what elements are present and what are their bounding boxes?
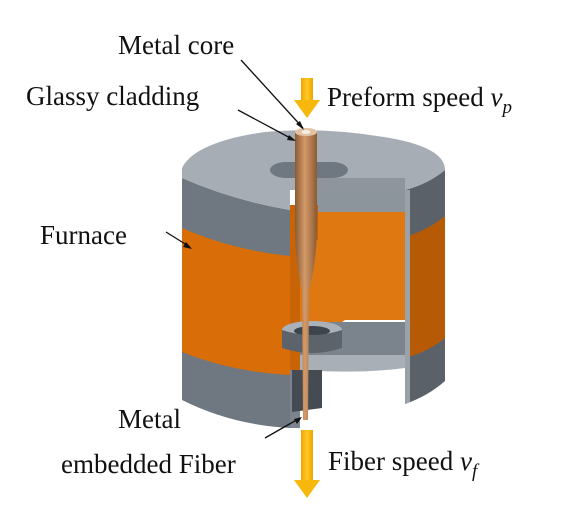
fiber-speed-label: Fiber speed vf xyxy=(328,446,480,482)
preform-speed-arrow xyxy=(294,78,320,118)
glassy-cladding-leader-arrowhead xyxy=(287,135,296,141)
furnace-left-side-orange-band xyxy=(182,226,290,375)
metal-core-leader xyxy=(240,59,304,129)
fiber-leader-arrowhead xyxy=(294,417,302,424)
cutaway-back-wall-orange xyxy=(300,205,405,327)
cutaway-right-wall xyxy=(405,190,410,404)
metal-core-leader-arrowhead xyxy=(296,121,304,130)
furnace-right-side-orange-band xyxy=(405,214,445,358)
fiber-leader xyxy=(264,417,301,439)
furnace-right-side-top-band xyxy=(405,170,445,237)
furnace-body xyxy=(182,130,445,428)
metal-core-dot xyxy=(301,130,311,134)
metal-core-label: Metal core xyxy=(118,30,234,60)
furnace-leader-arrowhead xyxy=(183,242,192,249)
cutaway-top-ledge xyxy=(298,190,405,212)
metal-embedded-fiber-label-line1: Metal xyxy=(118,404,181,434)
lower-chamber-floor xyxy=(300,355,405,372)
fiber-speed-arrow xyxy=(294,430,320,498)
metal-embedded-fiber-label-line2: embedded Fiber xyxy=(61,449,236,479)
lower-recess-inner xyxy=(282,330,342,353)
top-cut-edge xyxy=(298,178,405,190)
preform-speed-label: Preform speed vp xyxy=(327,82,512,118)
preform-and-fiber xyxy=(295,128,317,420)
furnace-label: Furnace xyxy=(40,220,127,250)
furnace-left-side-top-band xyxy=(182,178,290,256)
glassy-cladding-label: Glassy cladding xyxy=(26,81,199,111)
glassy-cladding-leader xyxy=(237,109,295,141)
preform-rod xyxy=(295,132,317,420)
